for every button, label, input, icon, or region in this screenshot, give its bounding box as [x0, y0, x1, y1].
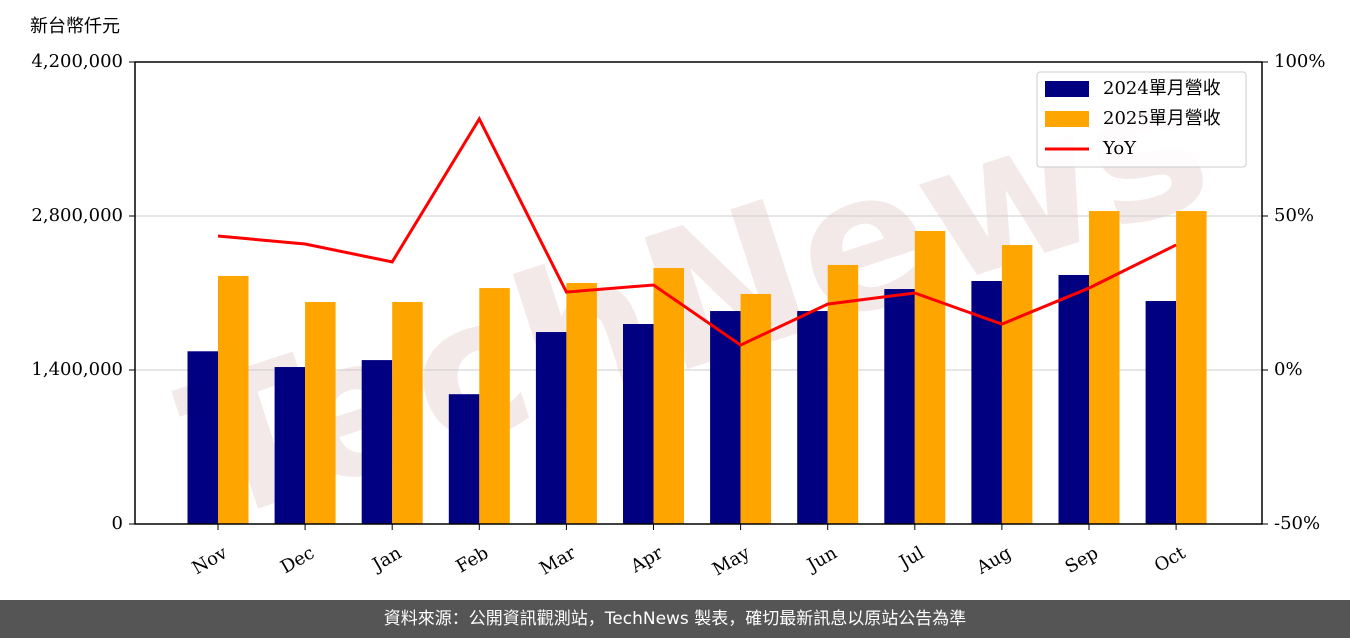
bar — [218, 275, 249, 524]
legend-swatch — [1045, 111, 1089, 127]
legend-swatch — [1045, 81, 1089, 97]
y2-tick-label: 0% — [1274, 359, 1303, 380]
bar — [479, 288, 510, 524]
bar — [827, 264, 859, 524]
bar — [1001, 245, 1033, 525]
bar — [1089, 211, 1120, 525]
x-tick-label: Jan — [367, 542, 405, 576]
plot-frame — [134, 61, 1263, 525]
yoy-line — [217, 115, 1177, 347]
legend-box — [1036, 71, 1247, 168]
x-tick-label: Aug — [972, 542, 1015, 579]
x-tick-label: Jul — [894, 542, 928, 574]
x-tick-label: Apr — [626, 542, 666, 577]
bar — [797, 311, 828, 524]
footer: 資料來源：公開資訊觀測站，TechNews 製表，確切最新訊息以原站公告為準 — [0, 600, 1350, 638]
y2-tick-label: 50% — [1274, 205, 1314, 226]
legend-label: YoY — [1102, 138, 1137, 159]
bar — [305, 302, 336, 524]
chart: 新台幣仟元 TechNews 01,400,0002,800,0004,200,… — [30, 16, 1325, 580]
bar — [448, 394, 480, 524]
y2-tick-label: -50% — [1274, 513, 1320, 534]
x-tick-label: Oct — [1151, 542, 1190, 577]
bar — [566, 282, 597, 524]
bar — [187, 351, 218, 524]
bar — [653, 268, 684, 524]
x-tick-label: Sep — [1062, 542, 1102, 577]
y-tick-label: 0 — [112, 513, 123, 534]
bar — [1176, 211, 1207, 525]
y-tick-label: 4,200,000 — [31, 51, 123, 72]
legend-label: 2024單月營收 — [1103, 78, 1221, 99]
legend-label: 2025單月營收 — [1103, 108, 1221, 129]
bar — [1145, 301, 1177, 524]
y-tick-label: 2,800,000 — [31, 205, 123, 226]
x-tick-label: Jun — [802, 542, 841, 577]
x-tick-label: Feb — [453, 542, 493, 577]
x-tick-label: Dec — [277, 542, 318, 578]
bar — [274, 367, 306, 524]
bar — [710, 311, 741, 524]
bar — [392, 302, 423, 524]
y-tick-label: 1,400,000 — [31, 359, 123, 380]
bar — [1058, 274, 1089, 524]
y-axis-label: 新台幣仟元 — [30, 16, 120, 37]
bar — [623, 324, 654, 524]
bar — [361, 360, 393, 524]
x-tick-label: Mar — [536, 542, 580, 579]
bar — [535, 332, 567, 524]
bar — [740, 293, 772, 524]
x-tick-label: May — [709, 542, 754, 580]
bar — [884, 289, 915, 524]
bar — [914, 230, 946, 524]
y2-tick-label: 100% — [1274, 51, 1325, 72]
